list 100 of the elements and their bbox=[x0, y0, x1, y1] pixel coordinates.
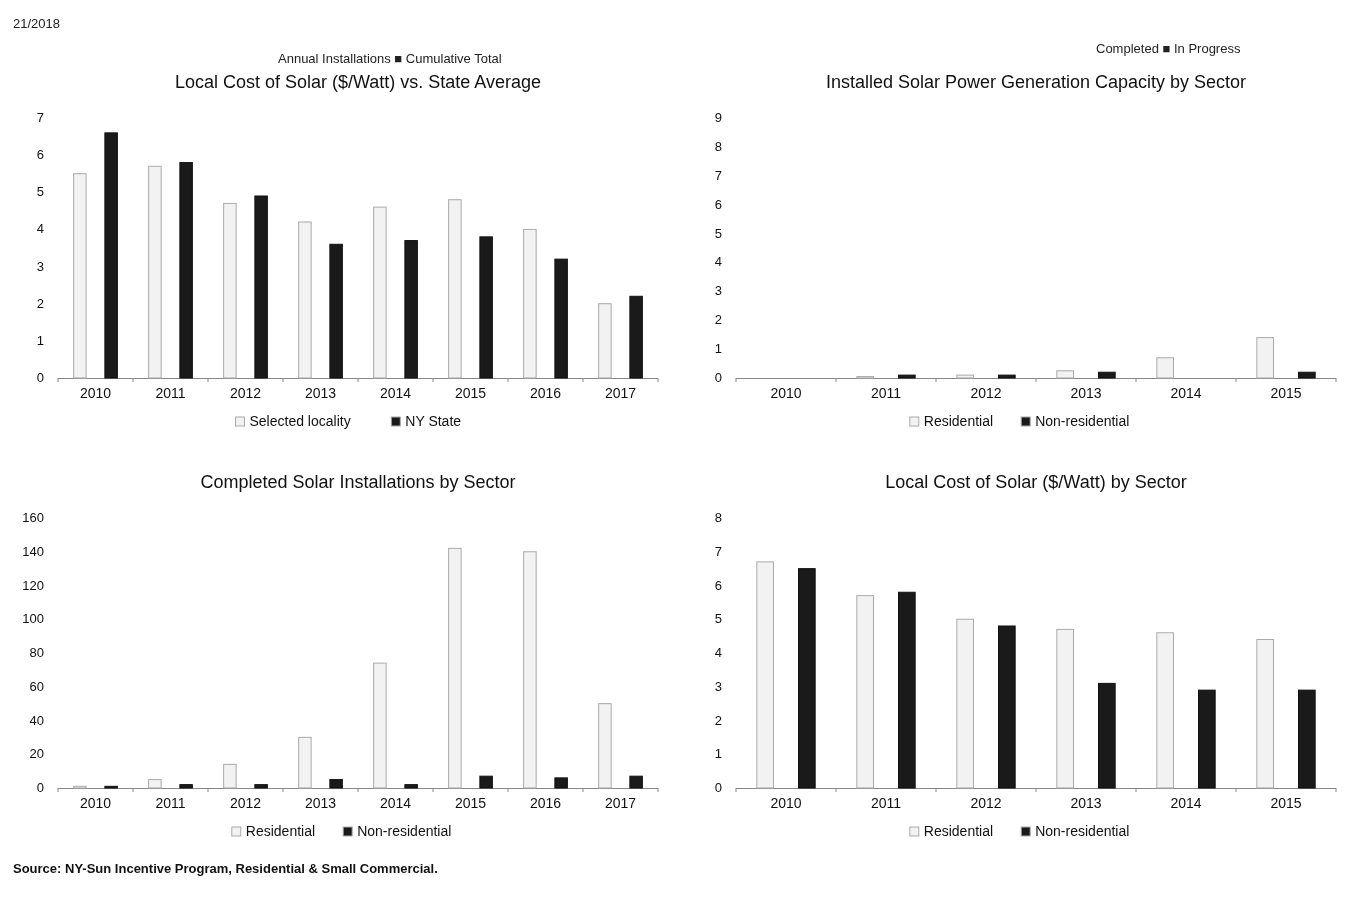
y-tick-label: 1 bbox=[36, 332, 44, 348]
y-tick-label: 2 bbox=[36, 295, 44, 311]
y-tick-label: 4 bbox=[714, 254, 722, 270]
bar bbox=[798, 568, 816, 789]
bar bbox=[179, 784, 193, 789]
legend-label: Selected locality bbox=[249, 413, 351, 429]
x-tick-label: 2016 bbox=[529, 795, 562, 811]
y-tick-label: 7 bbox=[36, 110, 44, 125]
x-tick-label: 2015 bbox=[454, 795, 487, 811]
x-tick-label: 2012 bbox=[970, 795, 1002, 811]
x-tick-label: 2016 bbox=[529, 385, 562, 401]
legend-label: Residential bbox=[245, 823, 316, 839]
x-tick-label: 2010 bbox=[79, 385, 112, 401]
y-tick-label: 60 bbox=[29, 678, 44, 694]
bar bbox=[479, 775, 493, 789]
bar bbox=[1256, 639, 1274, 789]
chart-title: Local Cost of Solar ($/Watt) by Sector bbox=[885, 472, 1187, 492]
x-tick-label: 2017 bbox=[604, 795, 637, 811]
bar bbox=[148, 165, 162, 379]
bar bbox=[898, 591, 916, 789]
x-tick-label: 2010 bbox=[770, 385, 802, 401]
y-tick-label: 140 bbox=[22, 543, 44, 559]
x-tick-label: 2015 bbox=[1270, 795, 1302, 811]
bar bbox=[523, 228, 537, 379]
y-tick-label: 0 bbox=[714, 370, 722, 385]
y-tick-label: 0 bbox=[714, 780, 722, 795]
y-tick-label: 3 bbox=[714, 678, 722, 694]
bar bbox=[329, 779, 343, 789]
bar bbox=[404, 784, 418, 789]
bar bbox=[223, 763, 237, 789]
source-note: Source: NY-Sun Incentive Program, Residential & Small Commercial. bbox=[13, 861, 438, 876]
x-tick-label: 2013 bbox=[1070, 795, 1102, 811]
bar bbox=[1056, 370, 1074, 379]
y-tick-label: 1 bbox=[714, 746, 722, 762]
y-tick-label: 7 bbox=[714, 167, 722, 183]
y-tick-label: 0 bbox=[36, 780, 44, 795]
x-tick-label: 2011 bbox=[155, 795, 186, 811]
bar bbox=[756, 561, 774, 789]
bar bbox=[373, 206, 387, 379]
y-tick-label: 8 bbox=[714, 510, 722, 525]
bar bbox=[298, 736, 312, 789]
x-tick-label: 2013 bbox=[304, 795, 337, 811]
y-tick-label: 4 bbox=[714, 645, 722, 660]
bar bbox=[254, 195, 268, 379]
bar bbox=[148, 779, 162, 789]
x-tick-label: 2014 bbox=[1170, 795, 1202, 811]
bar bbox=[629, 775, 643, 789]
text: 21/2018 bbox=[13, 16, 60, 31]
y-tick-label: 20 bbox=[29, 746, 44, 762]
text: Completed ■ In Progress bbox=[1096, 41, 1241, 56]
x-tick-label: 2014 bbox=[379, 385, 412, 401]
bar bbox=[554, 258, 568, 379]
y-tick-label: 7 bbox=[714, 543, 722, 559]
x-tick-label: 2011 bbox=[870, 795, 902, 811]
legend-label: Non-residential bbox=[357, 823, 452, 839]
bar bbox=[856, 595, 874, 789]
bar bbox=[104, 132, 118, 379]
bar bbox=[223, 202, 237, 379]
bar bbox=[329, 243, 343, 379]
bar bbox=[179, 162, 193, 379]
bar bbox=[448, 199, 462, 379]
y-tick-label: 2 bbox=[714, 712, 722, 728]
y-tick-label: 8 bbox=[714, 138, 722, 154]
y-tick-label: 4 bbox=[36, 221, 44, 237]
chart-title: Completed Solar Installations by Sector bbox=[200, 472, 516, 492]
bar bbox=[523, 551, 537, 789]
bar bbox=[1098, 682, 1116, 789]
legend-label: Residential bbox=[923, 413, 994, 429]
text: Annual Installations ■ Cumulative Total bbox=[278, 51, 502, 66]
x-tick-label: 2015 bbox=[454, 385, 487, 401]
legend-label: NY State bbox=[405, 413, 462, 429]
bar bbox=[1156, 632, 1174, 789]
y-tick-label: 160 bbox=[22, 510, 44, 525]
bar bbox=[254, 784, 268, 789]
y-tick-label: 100 bbox=[22, 611, 44, 627]
x-tick-label: 2013 bbox=[304, 385, 337, 401]
y-tick-label: 3 bbox=[714, 283, 722, 299]
y-tick-label: 1 bbox=[714, 341, 722, 357]
x-tick-label: 2010 bbox=[79, 795, 112, 811]
bar bbox=[448, 547, 462, 789]
y-tick-label: 3 bbox=[36, 258, 44, 274]
chart-title: Local Cost of Solar ($/Watt) vs. State Average bbox=[174, 72, 542, 92]
x-tick-label: 2011 bbox=[155, 385, 186, 401]
legend-label: Non-residential bbox=[1035, 413, 1130, 429]
y-tick-label: 0 bbox=[36, 370, 44, 385]
x-tick-label: 2014 bbox=[1170, 385, 1202, 401]
bar bbox=[629, 295, 643, 379]
y-tick-label: 5 bbox=[36, 184, 44, 200]
bar bbox=[898, 374, 916, 379]
bar bbox=[1098, 371, 1116, 379]
x-tick-label: 2010 bbox=[770, 795, 802, 811]
y-tick-label: 9 bbox=[714, 110, 722, 125]
x-tick-label: 2013 bbox=[1070, 385, 1102, 401]
bar bbox=[1056, 628, 1074, 789]
bar bbox=[73, 173, 87, 379]
bar bbox=[956, 374, 974, 379]
y-tick-label: 2 bbox=[714, 312, 722, 328]
x-tick-label: 2015 bbox=[1270, 385, 1302, 401]
bar bbox=[298, 221, 312, 379]
bar bbox=[998, 374, 1016, 379]
